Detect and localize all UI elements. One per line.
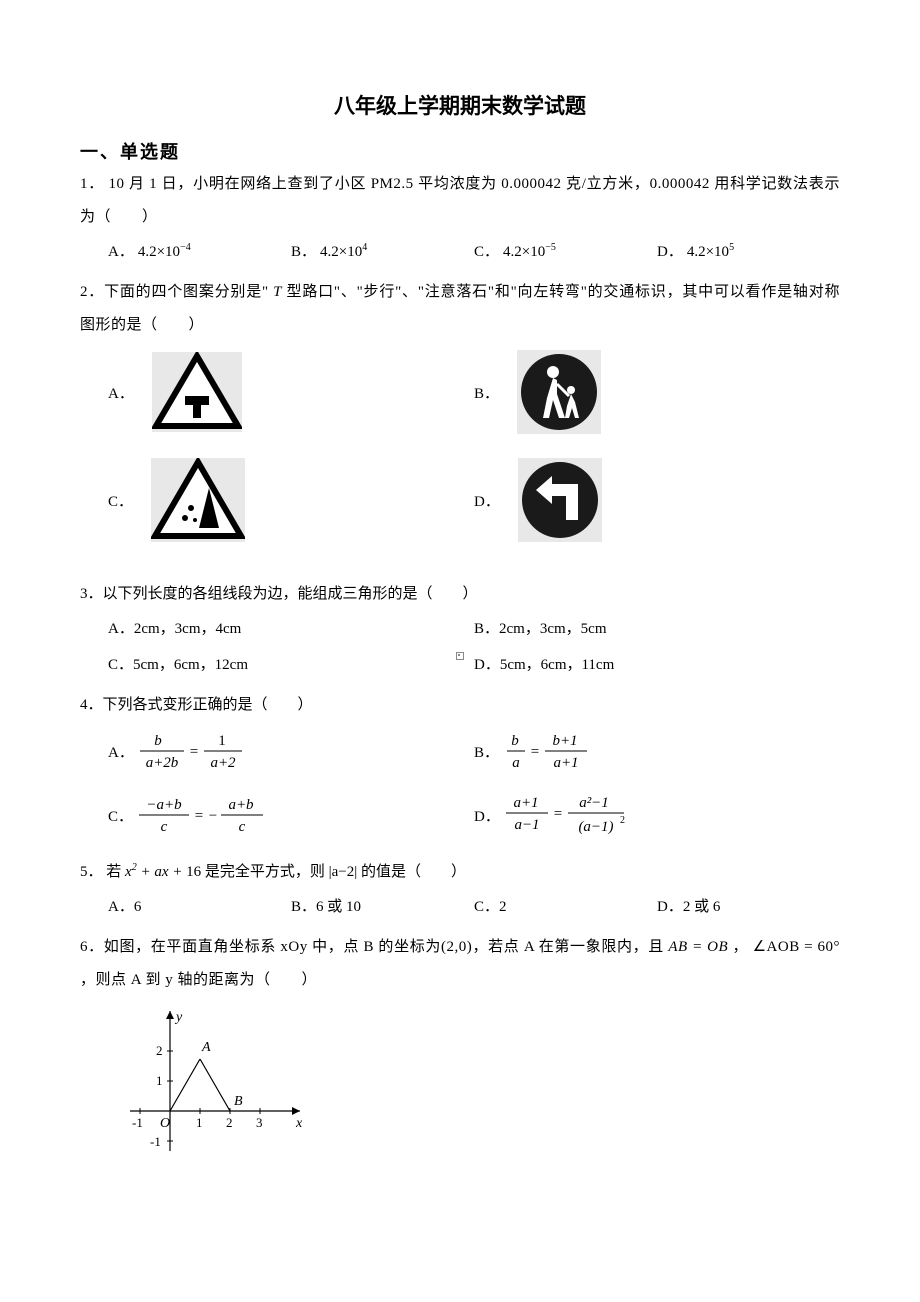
coordinate-plane-icon: y x 2 1 -1 -1 O 1 2 3 A B (120, 1001, 310, 1161)
svg-text:1: 1 (196, 1115, 203, 1130)
svg-text:B: B (234, 1094, 243, 1109)
t-junction-sign-icon (152, 352, 242, 436)
svg-text:1: 1 (156, 1073, 163, 1088)
svg-text:b+1: b+1 (552, 733, 577, 749)
sci-notation-icon: 4.2×104 (320, 234, 367, 270)
svg-text:a+2b: a+2b (146, 755, 179, 771)
exam-page: 八年级上学期期末数学试题 一、单选题 1． 10 月 1 日，小明在网络上查到了… (0, 0, 920, 1302)
q4-stem: 4．下列各式变形正确的是（ ） (80, 689, 840, 722)
q2-options: A． B． (80, 350, 840, 566)
svg-text:c: c (161, 819, 168, 835)
question-1: 1． 10 月 1 日，小明在网络上查到了小区 PM2.5 平均浓度为 0.00… (80, 168, 840, 270)
svg-text:=: = (190, 744, 198, 760)
svg-text:−: − (209, 808, 217, 824)
question-5: 5． 若 x2 + ax + 16 是完全平方式，则 |a−2| 的值是（ ） … (80, 856, 840, 925)
fraction-icon: b a = b+1 a+1 (503, 730, 613, 776)
svg-text:a−1: a−1 (514, 817, 539, 833)
q2-opt-b: B． (474, 350, 840, 438)
q5-stem: 5． 若 x2 + ax + 16 是完全平方式，则 |a−2| 的值是（ ） (80, 856, 840, 889)
svg-text:a+2: a+2 (210, 755, 236, 771)
svg-text:c: c (239, 819, 246, 835)
page-title: 八年级上学期期末数学试题 (80, 90, 840, 120)
svg-text:O: O (160, 1116, 170, 1131)
expr-icon: x2 + ax + 16 (125, 864, 201, 880)
svg-text:-1: -1 (132, 1115, 143, 1130)
q5-opt-c: C．2 (474, 889, 657, 925)
q2-opt-c: C． (108, 458, 474, 546)
question-3: 3．以下列长度的各组线段为边，能组成三角形的是（ ） A．2cm，3cm，4cm… (80, 578, 840, 683)
q5-opt-a: A．6 (108, 889, 291, 925)
svg-text:=: = (531, 744, 539, 760)
q1-options: A． 4.2×10−4 B． 4.2×104 C． 4.2×10−5 D． 4.… (80, 234, 840, 270)
q4-opt-a: A． b a+2b = 1 a+2 (108, 722, 474, 784)
svg-text:b: b (154, 733, 162, 749)
q3-options: A．2cm，3cm，4cm B．2cm，3cm，5cm C．5cm，6cm，12… (80, 611, 840, 683)
q5-opt-d: D．2 或 6 (657, 889, 840, 925)
svg-text:a: a (512, 755, 520, 771)
q4-options: A． b a+2b = 1 a+2 B． (80, 722, 840, 850)
svg-text:a+1: a+1 (513, 795, 538, 811)
q4-opt-b: B． b a = b+1 a+1 (474, 722, 840, 784)
q1-opt-b: B． 4.2×104 (291, 234, 474, 270)
sci-notation-icon: 4.2×10−4 (138, 234, 191, 270)
fraction-icon: −a+b c = − a+b c (137, 794, 287, 840)
svg-text:2: 2 (156, 1043, 163, 1058)
svg-text:−a+b: −a+b (146, 797, 182, 813)
q1-stem: 1． 10 月 1 日，小明在网络上查到了小区 PM2.5 平均浓度为 0.00… (80, 168, 840, 234)
q2-opt-d: D． (474, 458, 840, 546)
q2-stem: 2．下面的四个图案分别是" T 型路口"、"步行"、"注意落石"和"向左转弯"的… (80, 276, 840, 342)
svg-text:3: 3 (256, 1115, 263, 1130)
svg-text:=: = (195, 808, 203, 824)
q3-opt-a: A．2cm，3cm，4cm (108, 611, 474, 647)
q4-opt-d: D． a+1 a−1 = a²−1 (a−1) 2 (474, 784, 840, 850)
question-6: 6．如图，在平面直角坐标系 xOy 中，点 B 的坐标为(2,0)，若点 A 在… (80, 931, 840, 1166)
q5-opt-b: B．6 或 10 (291, 889, 474, 925)
svg-text:=: = (554, 806, 562, 822)
question-2: 2．下面的四个图案分别是" T 型路口"、"步行"、"注意落石"和"向左转弯"的… (80, 276, 840, 566)
svg-text:2: 2 (620, 815, 625, 826)
q6-figure: y x 2 1 -1 -1 O 1 2 3 A B (80, 1001, 840, 1166)
turn-left-sign-icon (518, 458, 602, 546)
svg-text:2: 2 (226, 1115, 233, 1130)
q1-opt-c: C． 4.2×10−5 (474, 234, 657, 270)
svg-text:A: A (201, 1040, 211, 1055)
svg-text:(a−1): (a−1) (578, 819, 613, 835)
sci-notation-icon: 4.2×10−5 (503, 234, 556, 270)
svg-text:a²−1: a²−1 (579, 795, 609, 811)
svg-text:-1: -1 (150, 1134, 161, 1149)
fraction-icon: b a+2b = 1 a+2 (138, 730, 268, 776)
q6-stem: 6．如图，在平面直角坐标系 xOy 中，点 B 的坐标为(2,0)，若点 A 在… (80, 931, 840, 997)
sci-notation-icon: 4.2×105 (687, 234, 734, 270)
svg-text:a+b: a+b (228, 797, 254, 813)
q5-options: A．6 B．6 或 10 C．2 D．2 或 6 (80, 889, 840, 925)
fraction-icon: a+1 a−1 = a²−1 (a−1) 2 (504, 792, 654, 842)
svg-text:x: x (295, 1116, 303, 1131)
question-4: 4．下列各式变形正确的是（ ） A． b a+2b = 1 a+2 (80, 689, 840, 850)
q3-opt-b: B．2cm，3cm，5cm (474, 611, 840, 647)
falling-rocks-sign-icon (151, 458, 245, 546)
q3-stem: 3．以下列长度的各组线段为边，能组成三角形的是（ ） (80, 578, 840, 611)
q3-opt-d: D．5cm，6cm，11cm (474, 647, 840, 683)
q4-opt-c: C． −a+b c = − a+b c (108, 784, 474, 850)
q2-opt-a: A． (108, 350, 474, 438)
center-marker-icon (456, 652, 464, 660)
svg-text:y: y (174, 1010, 183, 1025)
svg-text:1: 1 (218, 733, 226, 749)
pedestrian-sign-icon (517, 350, 601, 438)
svg-text:b: b (511, 733, 519, 749)
q1-opt-a: A． 4.2×10−4 (108, 234, 291, 270)
q3-opt-c: C．5cm，6cm，12cm (108, 647, 474, 683)
q1-opt-d: D． 4.2×105 (657, 234, 840, 270)
svg-text:a+1: a+1 (553, 755, 578, 771)
section-header: 一、单选题 (80, 138, 840, 164)
